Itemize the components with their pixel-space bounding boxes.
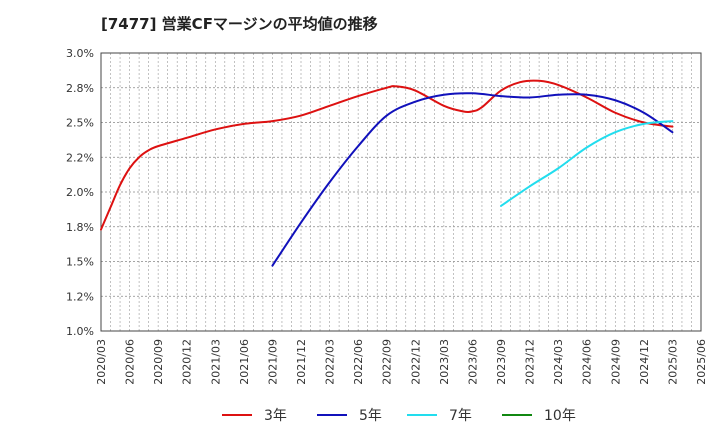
x-tick-label: 2021/12 xyxy=(295,339,308,385)
x-tick-label: 2024/12 xyxy=(638,339,651,385)
y-tick-label: 2.2% xyxy=(66,151,94,164)
x-tick-label: 2021/09 xyxy=(266,339,279,385)
y-tick-label: 1.2% xyxy=(66,290,94,303)
plot-frame xyxy=(100,52,702,332)
x-tick-label: 2020/06 xyxy=(124,339,137,385)
x-tick-label: 2022/09 xyxy=(381,339,394,385)
x-tick-label: 2022/03 xyxy=(324,339,337,385)
legend-item: 10年 xyxy=(502,404,576,426)
legend-label: 10年 xyxy=(544,408,576,424)
y-tick-label: 2.5% xyxy=(66,117,94,130)
x-tick-label: 2025/06 xyxy=(695,339,708,385)
series-line-3 xyxy=(500,120,674,207)
y-tick-label: 1.0% xyxy=(66,325,94,338)
x-tick-label: 2020/09 xyxy=(152,339,165,385)
x-tick-label: 2023/09 xyxy=(495,339,508,385)
x-tick-label: 2021/03 xyxy=(209,339,222,385)
x-tick-label: 2022/06 xyxy=(352,339,365,385)
legend-swatch xyxy=(502,414,532,416)
y-tick-label: 2.0% xyxy=(66,186,94,199)
legend-item: 3年 xyxy=(222,404,287,426)
x-tick-label: 2020/12 xyxy=(181,339,194,385)
y-tick-label: 1.8% xyxy=(66,221,94,234)
y-tick-label: 2.8% xyxy=(66,82,94,95)
legend-item: 5年 xyxy=(317,404,382,426)
x-tick-label: 2024/06 xyxy=(581,339,594,385)
x-tick-label: 2020/03 xyxy=(95,339,108,385)
series-lines xyxy=(100,79,674,267)
legend-swatch xyxy=(407,414,437,416)
x-tick-label: 2023/12 xyxy=(524,339,537,385)
legend-swatch xyxy=(222,414,252,416)
legend-item: 7年 xyxy=(407,404,472,426)
x-tick-label: 2024/09 xyxy=(609,339,622,385)
legend-label: 3年 xyxy=(264,408,287,424)
axes: 1.0% 1.2% 1.5% 1.8% 2.0% 2.2% 2.5% 2.8% 3.0% 2020… xyxy=(66,47,708,385)
legend-swatch xyxy=(317,414,347,416)
series-line-2 xyxy=(271,92,674,267)
x-tick-label: 2023/03 xyxy=(438,339,451,385)
chart-title: [7477] 営業CFマージンの平均値の推移 xyxy=(101,15,378,33)
x-tick-label: 2024/03 xyxy=(552,339,565,385)
x-tick-label: 2023/06 xyxy=(466,339,479,385)
x-tick-label: 2021/06 xyxy=(238,339,251,385)
legend: 3年 5年 7年 10年 xyxy=(222,404,602,426)
y-tick-label: 3.0% xyxy=(66,47,94,60)
x-tick-label: 2022/12 xyxy=(409,339,422,385)
x-tick-label: 2025/03 xyxy=(666,339,679,385)
legend-label: 5年 xyxy=(359,408,382,424)
legend-label: 7年 xyxy=(449,408,472,424)
series-line-1 xyxy=(100,79,674,231)
y-tick-label: 1.5% xyxy=(66,256,94,269)
grid xyxy=(100,52,702,332)
